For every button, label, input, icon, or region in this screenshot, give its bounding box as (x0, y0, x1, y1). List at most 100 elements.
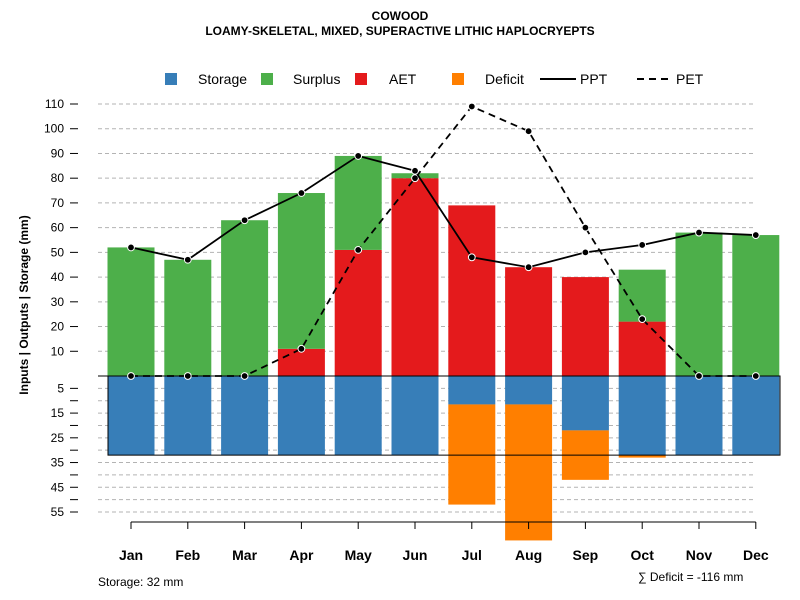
surplus-bar (107, 247, 155, 376)
storage-bar (164, 376, 212, 456)
y-axis-label: Inputs | Outputs | Storage (mm) (17, 215, 31, 394)
legend-swatch-storage (165, 73, 177, 85)
legend-swatch-deficit (452, 73, 464, 85)
ppt-point (467, 253, 476, 262)
legend-label-surplus: Surplus (293, 71, 340, 87)
legend-swatch-aet (355, 73, 367, 85)
x-tick-label: May (345, 547, 372, 563)
y-tick-label: 35 (51, 456, 65, 470)
x-tick-label: Sep (573, 547, 599, 563)
storage-bar (391, 376, 439, 456)
y-tick-label: 90 (51, 146, 65, 160)
ppt-point (524, 263, 533, 272)
x-tick-label: Feb (175, 547, 200, 563)
surplus-bar (277, 193, 325, 349)
x-tick-label: Jul (462, 547, 482, 563)
x-tick-label: Jun (403, 547, 428, 563)
surplus-bar (334, 155, 382, 250)
x-tick-label: Mar (232, 547, 257, 563)
aet-bar (391, 178, 439, 376)
pet-point (297, 344, 306, 353)
legend-label-deficit: Deficit (485, 71, 524, 87)
ppt-point (240, 216, 249, 225)
x-tick-label: Aug (515, 547, 542, 563)
storage-bar (107, 376, 155, 456)
ppt-point (183, 255, 192, 264)
storage-bar (732, 376, 780, 456)
storage-footnote: Storage: 32 mm (98, 575, 184, 589)
y-tick-label: 60 (51, 221, 65, 235)
pet-point (695, 372, 703, 380)
y-axis: 10 20 30 40 50 60 70 80 90 100 110 5 15 25 35 45 55 (44, 97, 78, 519)
legend-label-aet: AET (389, 71, 417, 87)
deficit-bar (618, 455, 666, 458)
line-series (127, 102, 760, 380)
legend: Storage Surplus AET Deficit PPT PET (165, 71, 704, 87)
x-tick-label: Apr (289, 547, 314, 563)
surplus-bar (732, 235, 780, 376)
storage-bar (334, 376, 382, 456)
y-tick-label: 40 (51, 270, 65, 284)
pet-line (131, 105, 756, 377)
storage-bar (618, 376, 666, 456)
x-axis: Jan Feb Mar Apr May Jun Jul Aug Sep Oct Nov Dec (119, 521, 769, 563)
storage-capacity-outline (107, 375, 781, 456)
storage-bar (505, 376, 553, 405)
deficit-bar (505, 404, 553, 541)
ppt-point (411, 166, 419, 175)
surplus-bar (618, 269, 666, 322)
aet-bar (277, 348, 325, 376)
y-tick-label: 10 (51, 344, 65, 358)
y-tick-label: 110 (45, 97, 64, 111)
x-tick-label: Jan (119, 547, 143, 563)
y-tick-label: 100 (44, 122, 64, 136)
aet-bar (505, 267, 553, 376)
ppt-point (297, 189, 306, 197)
y-tick-label: 30 (51, 295, 65, 309)
surplus-bar (164, 259, 212, 376)
storage-capacity-box (107, 375, 781, 456)
y-tick-label: 70 (51, 196, 65, 210)
pet-point (411, 174, 419, 183)
y-tick-label: 5 (57, 381, 64, 395)
x-tick-label: Nov (686, 547, 713, 563)
y-tick-label: 50 (51, 245, 65, 259)
legend-swatch-surplus (261, 73, 273, 85)
deficit-bar (448, 404, 496, 505)
y-tick-label: 25 (51, 431, 65, 445)
storage-bar (675, 376, 723, 456)
ppt-line (130, 154, 756, 269)
pet-point (183, 372, 192, 380)
storage-bar (448, 376, 496, 405)
y-tick-label: 45 (51, 480, 65, 494)
aet-bar (618, 321, 666, 376)
surplus-bar (221, 220, 269, 376)
ppt-point (751, 231, 760, 239)
storage-bar (561, 376, 609, 431)
x-tick-label: Oct (631, 547, 655, 563)
pet-point (751, 372, 760, 380)
chart-title: COWOOD (371, 9, 429, 23)
pet-point (638, 315, 647, 324)
pet-point (240, 372, 249, 380)
y-tick-label: 20 (51, 320, 65, 334)
legend-label-storage: Storage (198, 71, 247, 87)
aet-bar (334, 249, 382, 376)
ppt-point (695, 228, 703, 237)
pet-point (524, 127, 533, 136)
ppt-point (638, 241, 647, 249)
pet-point (127, 372, 135, 380)
chart-subtitle: LOAMY-SKELETAL, MIXED, SUPERACTIVE LITHI… (205, 24, 595, 38)
deficit-footnote: ∑ Deficit = -116 mm (638, 570, 744, 584)
pet-point (354, 245, 363, 254)
pet-point (467, 102, 476, 111)
y-tick-label: 80 (51, 171, 65, 185)
pet-point (581, 223, 590, 232)
y-tick-label: 15 (51, 406, 65, 420)
storage-bar (277, 376, 325, 456)
aet-bar (561, 277, 609, 376)
ppt-point (354, 152, 363, 160)
y-tick-label: 55 (51, 505, 65, 519)
ppt-point (127, 243, 135, 252)
surplus-bar (675, 232, 723, 376)
